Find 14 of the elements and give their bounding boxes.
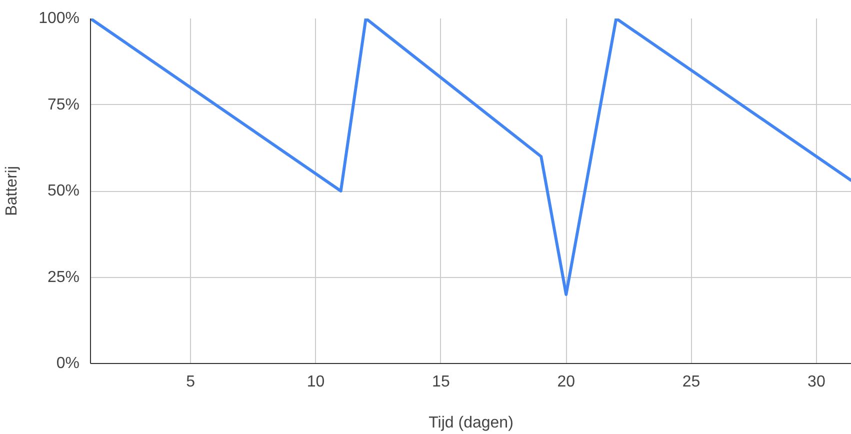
x-tick-label: 20 <box>557 374 576 390</box>
x-tick-label: 5 <box>186 374 196 390</box>
y-axis-title: Batterij <box>4 166 21 216</box>
y-tick-label: 75% <box>47 96 80 114</box>
y-tick-label: 50% <box>47 182 80 200</box>
y-tick-label: 100% <box>38 10 80 27</box>
x-tick-label: 30 <box>808 374 826 390</box>
line-series <box>90 18 851 296</box>
x-axis-title: Tijd (dagen) <box>428 414 514 432</box>
x-tick-label: 25 <box>682 374 700 390</box>
x-tick-label: 10 <box>306 374 325 390</box>
x-tick-label: 15 <box>432 374 450 390</box>
y-tick-label: 25% <box>47 268 80 286</box>
y-tick-label: 0% <box>56 355 80 372</box>
